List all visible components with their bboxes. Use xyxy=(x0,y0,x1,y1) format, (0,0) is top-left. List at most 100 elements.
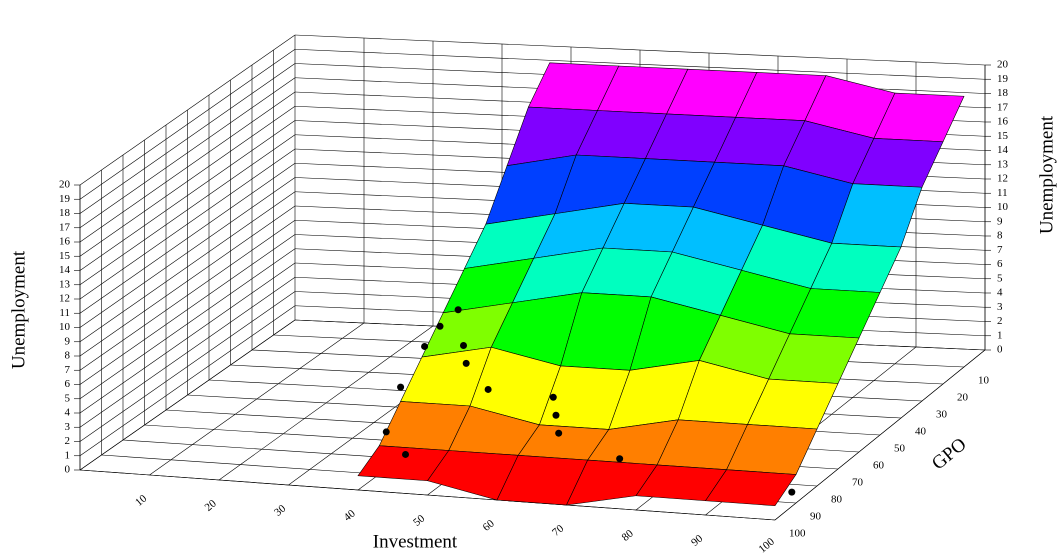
y-tick-label: 20 xyxy=(957,392,969,404)
y-tick-label: 100 xyxy=(789,528,806,540)
grid-line xyxy=(79,319,296,471)
z-tick-label: 8 xyxy=(65,350,71,362)
z-tick-label-right: 8 xyxy=(997,230,1003,242)
x-tick-label: 30 xyxy=(272,502,289,519)
grid-line xyxy=(79,277,296,428)
grid-line xyxy=(79,49,296,200)
z-tick-label: 6 xyxy=(65,378,71,390)
z-tick-label: 13 xyxy=(59,278,71,290)
x-tick-label: 80 xyxy=(620,527,637,544)
z-tick-label-right: 4 xyxy=(997,287,1003,299)
z-tick-label-right: 18 xyxy=(997,87,1009,99)
z-axis-label-right: Unemployment xyxy=(1036,115,1057,234)
y-tick-label: 10 xyxy=(978,375,990,387)
data-point xyxy=(454,306,462,314)
x-tick-label: 90 xyxy=(689,532,706,549)
z-tick-label: 2 xyxy=(65,435,71,447)
grid-line xyxy=(294,48,986,80)
data-point xyxy=(616,455,624,463)
grid-line xyxy=(79,291,296,442)
z-tick-label: 10 xyxy=(59,321,71,333)
data-point xyxy=(462,359,470,367)
z-tick-label-right: 2 xyxy=(997,315,1003,327)
z-tick-label-right: 12 xyxy=(997,173,1008,185)
data-point xyxy=(484,385,492,393)
z-tick-label-right: 13 xyxy=(997,158,1009,170)
x-tick-label: 100 xyxy=(757,535,778,555)
grid-line xyxy=(79,163,296,314)
data-point xyxy=(402,450,410,458)
y-tick-label: 30 xyxy=(936,409,948,421)
z-tick-label-right: 5 xyxy=(997,272,1003,284)
z-tick-label-right: 11 xyxy=(997,187,1008,199)
grid-line xyxy=(79,234,296,385)
grid-line xyxy=(79,120,296,271)
z-tick-label-right: 20 xyxy=(997,59,1009,71)
y-tick-label: 60 xyxy=(873,460,885,472)
data-point xyxy=(555,429,563,437)
grid-line xyxy=(79,106,296,257)
z-tick-label-right: 14 xyxy=(997,144,1009,156)
x-tick-label: 50 xyxy=(411,512,428,529)
z-tick-label: 1 xyxy=(65,449,71,461)
data-point xyxy=(460,341,468,349)
grid-line xyxy=(79,34,296,186)
grid-line xyxy=(79,205,296,357)
x-tick-label: 10 xyxy=(133,492,150,509)
grid-line xyxy=(79,220,296,371)
data-point xyxy=(382,428,390,436)
grid-line xyxy=(79,148,296,300)
y-tick-label: 40 xyxy=(915,426,927,438)
z-tick-label: 19 xyxy=(59,193,71,205)
grid-line xyxy=(79,262,296,414)
z-tick-label: 3 xyxy=(65,421,71,433)
z-tick-label: 18 xyxy=(59,207,71,219)
z-tick-label-right: 9 xyxy=(997,215,1003,227)
grid-line xyxy=(79,91,296,243)
z-tick-label: 9 xyxy=(65,335,71,347)
grid-line xyxy=(79,191,296,342)
grid-line xyxy=(79,77,296,228)
z-tick-label: 11 xyxy=(59,307,70,319)
y-axis-label: GPO xyxy=(928,434,971,475)
x-axis-label: Investment xyxy=(373,531,458,552)
data-point xyxy=(397,383,405,391)
z-tick-label-right: 17 xyxy=(997,101,1009,113)
x-tick-label: 20 xyxy=(203,497,220,514)
data-point xyxy=(421,342,429,350)
z-tick-label-right: 0 xyxy=(997,344,1003,356)
surface-cell xyxy=(704,469,797,507)
grid-line xyxy=(79,248,296,399)
data-point xyxy=(549,393,557,401)
z-tick-label-right: 10 xyxy=(997,201,1009,213)
z-tick-label-right: 7 xyxy=(997,244,1003,256)
y-tick-label: 90 xyxy=(810,511,822,523)
z-tick-label: 16 xyxy=(59,236,71,248)
z-tick-label-right: 3 xyxy=(997,301,1003,313)
y-tick-label: 80 xyxy=(831,494,843,506)
x-tick-label: 60 xyxy=(481,517,498,534)
grid-line xyxy=(79,177,296,328)
z-tick-label-right: 1 xyxy=(997,329,1003,341)
z-tick-label: 5 xyxy=(65,392,71,404)
x-tick-label: 40 xyxy=(342,507,359,524)
data-point xyxy=(788,488,796,496)
z-tick-label: 20 xyxy=(59,179,71,191)
z-tick-label-right: 16 xyxy=(997,116,1009,128)
z-tick-label: 0 xyxy=(65,464,71,476)
z-tick-label-right: 19 xyxy=(997,73,1009,85)
grid-line xyxy=(79,63,296,214)
z-tick-label: 14 xyxy=(59,264,71,276)
z-tick-label-right: 15 xyxy=(997,130,1009,142)
x-tick-label: 70 xyxy=(550,522,567,539)
z-tick-label: 4 xyxy=(65,407,71,419)
z-tick-label: 15 xyxy=(59,250,71,262)
y-tick-label: 70 xyxy=(852,477,864,489)
data-point xyxy=(436,322,444,330)
grid-line xyxy=(79,469,776,521)
z-axis-label: Unemployment xyxy=(8,250,29,369)
z-tick-label: 12 xyxy=(59,293,70,305)
grid-line xyxy=(79,305,296,456)
grid-line xyxy=(294,34,986,66)
